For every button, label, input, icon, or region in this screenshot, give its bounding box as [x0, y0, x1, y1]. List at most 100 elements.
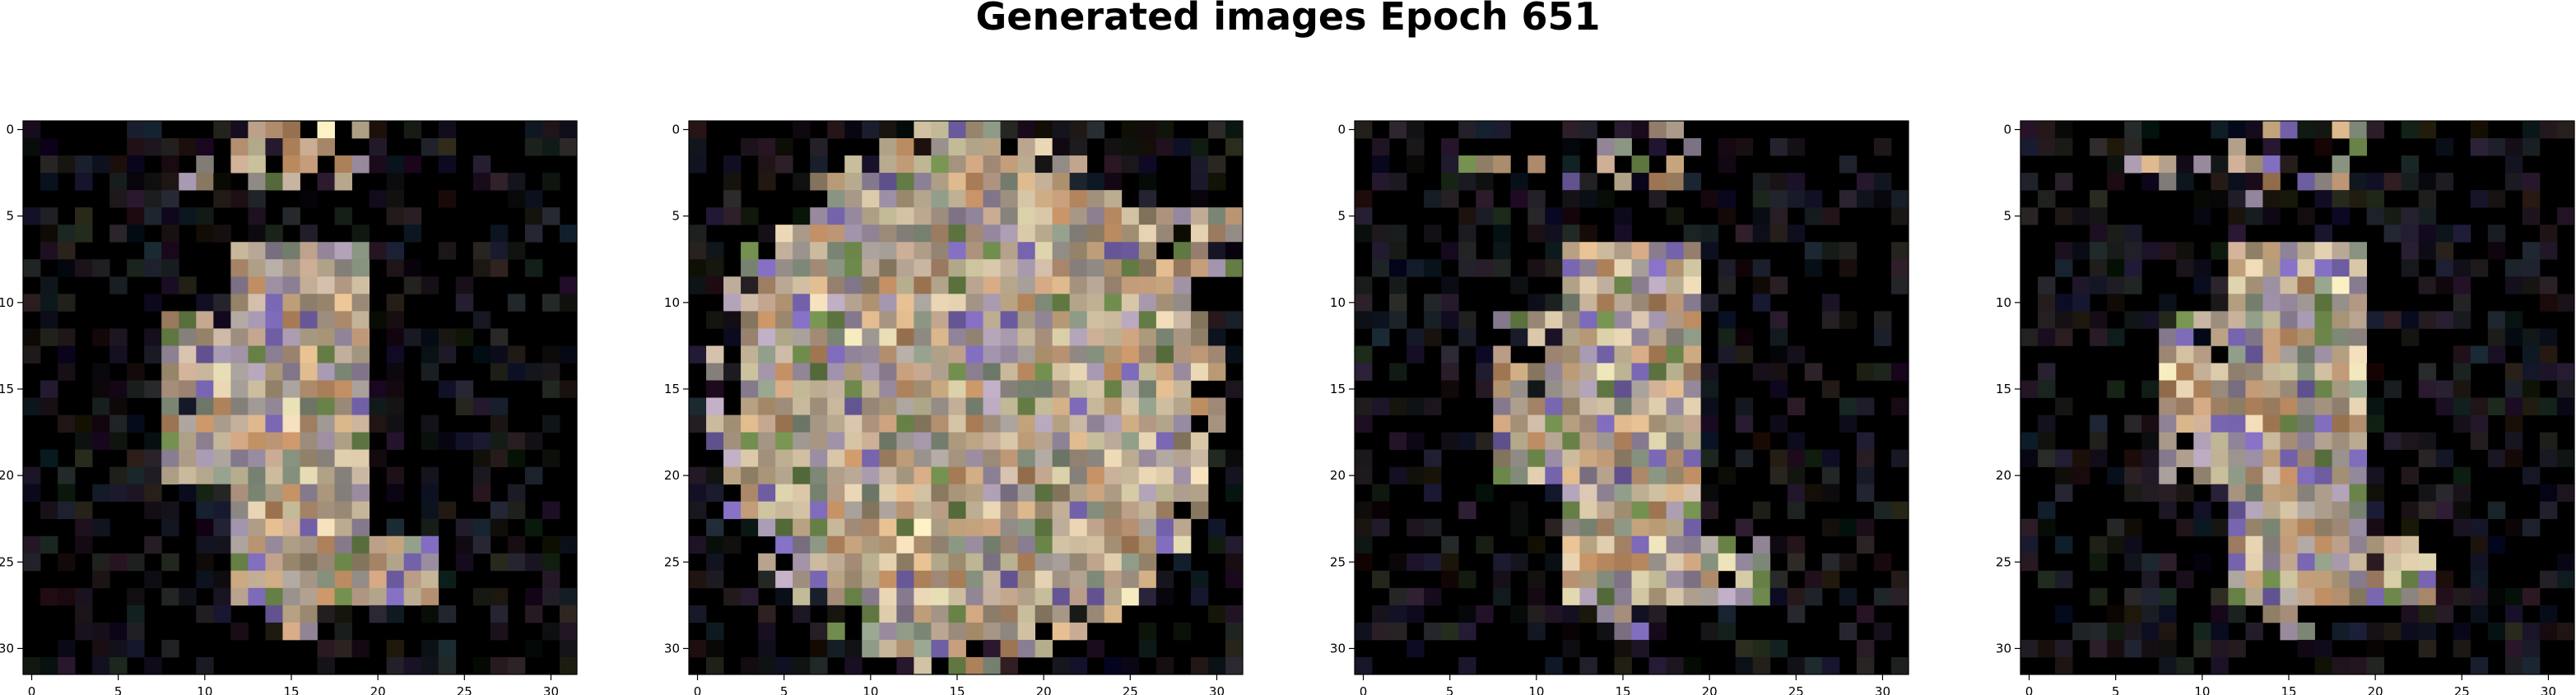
pixel-cell: [2090, 623, 2107, 640]
pixel-cell: [2159, 311, 2176, 328]
pixel-cell: [2245, 623, 2262, 640]
pixel-cell: [2090, 415, 2107, 433]
pixel-cell: [2141, 554, 2159, 571]
x-tick-label: 15: [2281, 684, 2296, 695]
pixel-cell: [2020, 207, 2038, 225]
pixel-cell: [2245, 536, 2262, 554]
pixel-cell: [2038, 294, 2055, 311]
pixel-cell: [2453, 259, 2471, 276]
pixel-cell: [2298, 207, 2315, 225]
pixel-cell: [2523, 328, 2540, 345]
pixel-cell: [2419, 623, 2436, 640]
pixel-cell: [2124, 155, 2141, 173]
pixel-cell: [2453, 467, 2471, 484]
pixel-cell: [2141, 484, 2159, 502]
pixel-cell: [2505, 415, 2523, 433]
pixel-cell: [2453, 415, 2471, 433]
pixel-cell: [2262, 121, 2280, 138]
pixel-cell: [2262, 519, 2280, 536]
pixel-cell: [2124, 121, 2141, 138]
pixel-cell: [2402, 121, 2419, 138]
pixel-cell: [2262, 345, 2280, 363]
pixel-cell: [2419, 173, 2436, 190]
pixel-cell: [2419, 484, 2436, 502]
pixel-cell: [2436, 242, 2453, 259]
pixel-cell: [2193, 398, 2211, 415]
pixel-cell: [2540, 225, 2557, 242]
pixel-cell: [2557, 450, 2574, 467]
pixel-cell: [2298, 554, 2315, 571]
pixel-cell: [2107, 328, 2124, 345]
pixel-cell: [2245, 242, 2262, 259]
pixel-cell: [2315, 259, 2332, 276]
pixel-cell: [2505, 276, 2523, 294]
pixel-cell: [2211, 173, 2228, 190]
pixel-cell: [2107, 242, 2124, 259]
x-tick-label: 10: [2194, 684, 2210, 695]
pixel-cell: [2315, 311, 2332, 328]
pixel-cell: [2453, 640, 2471, 657]
pixel-cell: [2228, 138, 2245, 155]
pixel-cell: [2193, 311, 2211, 328]
pixel-cell: [2332, 380, 2350, 397]
pixel-cell: [2228, 294, 2245, 311]
pixel-cell: [2332, 242, 2350, 259]
pixel-cell: [2124, 467, 2141, 484]
pixel-cell: [2141, 415, 2159, 433]
pixel-cell: [2471, 605, 2488, 623]
pixel-cell: [2280, 242, 2297, 259]
pixel-cell: [2090, 311, 2107, 328]
pixel-cell: [2141, 173, 2159, 190]
pixel-cell: [2262, 467, 2280, 484]
pixel-cell: [2245, 433, 2262, 450]
pixel-cell: [2159, 433, 2176, 450]
pixel-cell: [2159, 623, 2176, 640]
pixel-cell: [2211, 121, 2228, 138]
pixel-cell: [2193, 519, 2211, 536]
pixel-cell: [2419, 571, 2436, 588]
pixel-cell: [2211, 415, 2228, 433]
pixel-cell: [2228, 155, 2245, 173]
pixel-cell: [2350, 294, 2367, 311]
pixel-cell: [2020, 450, 2038, 467]
pixel-cell: [2193, 207, 2211, 225]
panel-4-image: [2020, 121, 2574, 674]
pixel-cell: [2245, 155, 2262, 173]
pixel-cell: [2245, 173, 2262, 190]
pixel-cell: [2228, 207, 2245, 225]
pixel-cell: [2193, 363, 2211, 380]
pixel-cell: [2298, 345, 2315, 363]
pixel-cell: [2367, 502, 2384, 519]
pixel-cell: [2471, 398, 2488, 415]
pixel-cell: [2262, 138, 2280, 155]
pixel-cell: [2262, 259, 2280, 276]
pixel-cell: [2523, 138, 2540, 155]
pixel-cell: [2211, 328, 2228, 345]
pixel-cell: [2402, 311, 2419, 328]
pixel-cell: [2280, 415, 2297, 433]
pixel-cell: [2228, 450, 2245, 467]
pixel-cell: [2315, 345, 2332, 363]
pixel-cell: [2298, 433, 2315, 450]
pixel-cell: [2228, 605, 2245, 623]
pixel-cell: [2298, 640, 2315, 657]
pixel-cell: [2090, 554, 2107, 571]
pixel-cell: [2262, 415, 2280, 433]
pixel-cell: [2332, 259, 2350, 276]
pixel-cell: [2471, 433, 2488, 450]
pixel-cell: [2072, 311, 2090, 328]
pixel-cell: [2298, 121, 2315, 138]
pixel-cell: [2298, 259, 2315, 276]
pixel-cell: [2350, 328, 2367, 345]
pixel-cell: [2020, 380, 2038, 397]
pixel-cell: [2038, 450, 2055, 467]
pixel-cell: [2176, 415, 2193, 433]
pixel-cell: [2055, 657, 2072, 674]
pixel-cell: [2280, 519, 2297, 536]
pixel-cell: [2402, 467, 2419, 484]
pixel-cell: [2124, 311, 2141, 328]
pixel-cell: [2453, 276, 2471, 294]
pixel-cell: [2055, 450, 2072, 467]
pixel-cell: [2176, 398, 2193, 415]
pixel-cell: [2090, 640, 2107, 657]
